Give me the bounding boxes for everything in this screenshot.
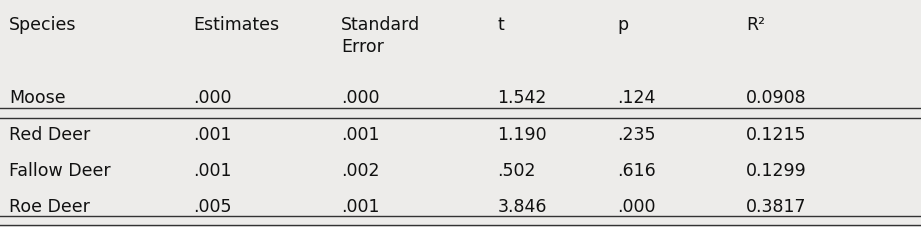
- Text: .001: .001: [341, 198, 379, 215]
- Text: Estimates: Estimates: [193, 16, 280, 34]
- Text: 0.3817: 0.3817: [746, 198, 807, 215]
- Text: .001: .001: [193, 125, 232, 143]
- Text: .002: .002: [341, 161, 379, 179]
- Text: 1.190: 1.190: [497, 125, 547, 143]
- Text: .124: .124: [617, 89, 656, 106]
- Text: t: t: [497, 16, 504, 34]
- Text: .235: .235: [617, 125, 656, 143]
- Text: 0.1299: 0.1299: [746, 161, 807, 179]
- Text: Species: Species: [9, 16, 76, 34]
- Text: .000: .000: [341, 89, 379, 106]
- Text: R²: R²: [746, 16, 765, 34]
- Text: .001: .001: [193, 161, 232, 179]
- Text: .000: .000: [193, 89, 232, 106]
- Text: Red Deer: Red Deer: [9, 125, 90, 143]
- Text: .502: .502: [497, 161, 536, 179]
- Text: 1.542: 1.542: [497, 89, 547, 106]
- Text: .616: .616: [617, 161, 656, 179]
- Text: 0.0908: 0.0908: [746, 89, 807, 106]
- Text: .001: .001: [341, 125, 379, 143]
- Text: 0.1215: 0.1215: [746, 125, 807, 143]
- Text: Standard
Error: Standard Error: [341, 16, 420, 56]
- Text: Moose: Moose: [9, 89, 65, 106]
- Text: 3.846: 3.846: [497, 198, 547, 215]
- Text: Fallow Deer: Fallow Deer: [9, 161, 111, 179]
- Text: p: p: [617, 16, 628, 34]
- Text: Roe Deer: Roe Deer: [9, 198, 90, 215]
- Text: .005: .005: [193, 198, 232, 215]
- Text: .000: .000: [617, 198, 656, 215]
